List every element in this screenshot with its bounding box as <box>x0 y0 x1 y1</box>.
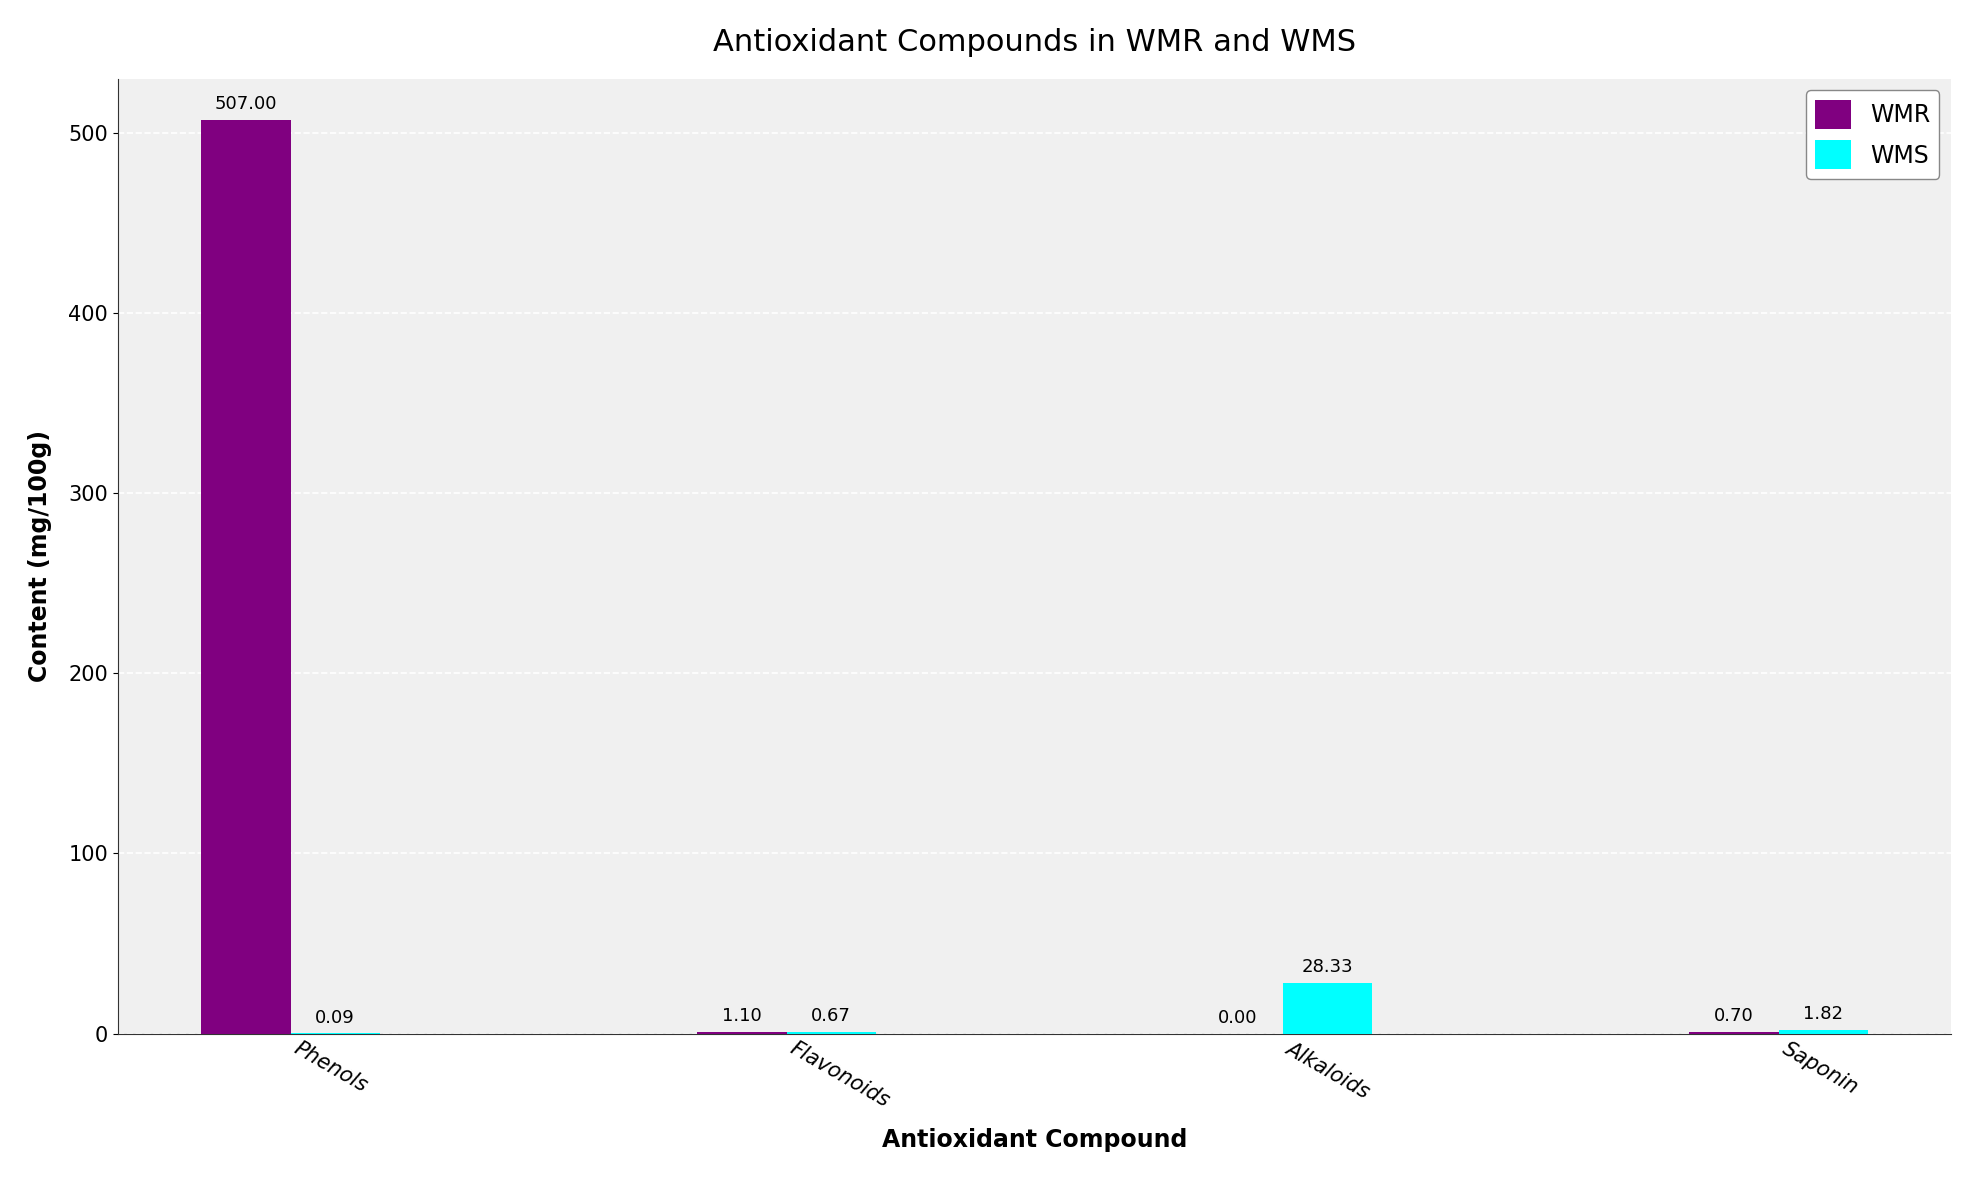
Bar <box>697 1031 786 1034</box>
X-axis label: Antioxidant Compound: Antioxidant Compound <box>883 1128 1187 1152</box>
Bar <box>1690 1032 1779 1034</box>
Text: 1.82: 1.82 <box>1803 1005 1842 1023</box>
Bar <box>786 1032 877 1034</box>
Bar <box>202 120 291 1034</box>
Title: Antioxidant Compounds in WMR and WMS: Antioxidant Compounds in WMR and WMS <box>712 28 1356 57</box>
Text: 0.70: 0.70 <box>1714 1008 1753 1025</box>
Text: 0.00: 0.00 <box>1219 1009 1259 1027</box>
Bar <box>1282 983 1371 1034</box>
Bar <box>1779 1030 1868 1034</box>
Text: 0.09: 0.09 <box>315 1009 354 1027</box>
Text: 28.33: 28.33 <box>1302 958 1354 976</box>
Text: 507.00: 507.00 <box>214 96 277 113</box>
Text: 1.10: 1.10 <box>722 1007 762 1024</box>
Y-axis label: Content (mg/100g): Content (mg/100g) <box>28 430 51 682</box>
Text: 0.67: 0.67 <box>811 1008 851 1025</box>
Legend: WMR, WMS: WMR, WMS <box>1807 91 1939 178</box>
